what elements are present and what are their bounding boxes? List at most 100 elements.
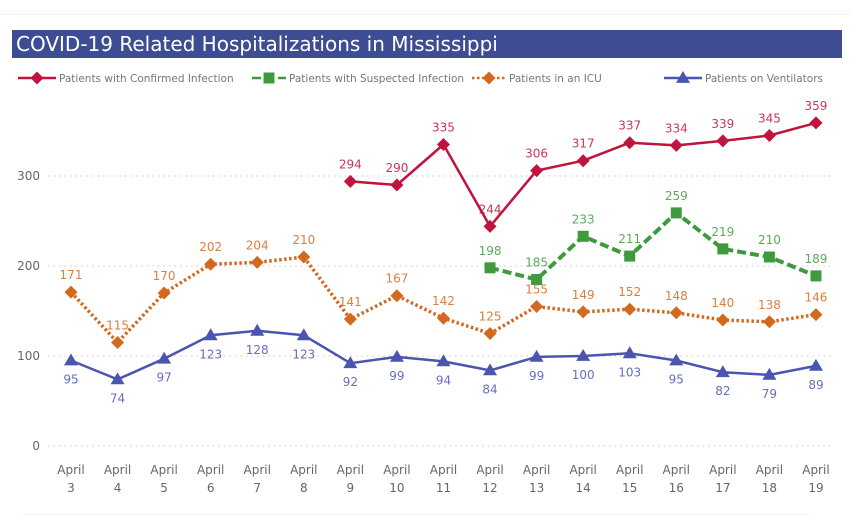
data-point-diamond [297,250,311,264]
data-label: 74 [110,391,125,405]
x-tick-label-day: 5 [160,481,168,495]
chart-title: COVID-19 Related Hospitalizations in Mis… [12,30,842,58]
data-label: 210 [758,233,781,247]
legend: Patients with Confirmed Infection Patient… [18,71,823,85]
data-point-diamond [436,138,450,151]
legend-item-0: Patients with Confirmed Infection [18,71,234,85]
data-label: 219 [711,225,734,239]
x-axis: April 3 April 4 April 5 April 6 April 7 April 8 Apri… [57,463,829,495]
data-point-triangle [622,346,637,359]
data-label: 138 [758,298,781,312]
x-tick-label-month: April [802,463,829,477]
x-tick-label-day: 8 [300,481,308,495]
x-tick-label-day: 16 [669,481,684,495]
x-tick-label-day: 11 [436,481,451,495]
data-point-square [624,250,636,262]
data-point-triangle [529,349,544,362]
data-point-triangle [296,328,311,341]
data-point-diamond [669,306,683,320]
data-point-diamond [530,300,544,313]
x-tick-label-day: 17 [715,481,730,495]
x-tick-label-month: April [430,463,457,477]
data-point-diamond [623,302,637,316]
data-point-diamond [762,315,776,329]
x-tick-label-day: 14 [576,481,591,495]
data-point-diamond [623,136,637,150]
legend-diamond-icon [30,71,44,85]
data-label: 125 [479,310,502,324]
data-point-diamond [716,313,730,327]
x-tick-label-month: April [197,463,224,477]
data-point-diamond [576,154,590,168]
data-label: 79 [762,387,777,401]
y-axis: 0 100 200 300 [17,169,40,453]
data-label: 170 [153,269,176,283]
data-point-diamond [157,286,171,300]
data-label: 95 [669,373,684,387]
data-label: 97 [156,371,171,385]
data-label: 95 [63,373,78,387]
data-label: 152 [618,285,641,299]
x-tick-label-day: 15 [622,481,637,495]
data-point-square [763,251,775,263]
x-tick-label-day: 3 [67,481,75,495]
legend-triangle-icon [676,71,690,83]
data-point-triangle [157,351,172,364]
legend-label: Patients with Confirmed Infection [59,73,234,85]
series-line [489,210,817,282]
x-tick-label-month: April [663,463,690,477]
data-label: 92 [343,375,358,389]
x-tick-label-month: April [523,463,550,477]
data-point-triangle [808,358,823,371]
data-point-triangle [436,354,451,367]
data-point-diamond [530,164,544,178]
data-label: 100 [572,368,595,382]
data-label: 204 [246,238,269,252]
y-tick-label: 200 [17,259,40,273]
data-point-triangle [64,353,78,366]
gridlines [48,175,832,447]
data-label: 294 [339,157,362,171]
data-label: 82 [715,384,730,398]
x-tick-label-day: 10 [389,481,404,495]
data-point-diamond [343,174,357,188]
y-tick-label: 100 [17,349,40,363]
legend-item-3: Patients on Ventilators [664,71,823,85]
x-tick-label-day: 19 [808,481,823,495]
data-point-square [810,270,822,282]
data-point-diamond [390,289,404,303]
data-label: 185 [525,256,548,270]
bottom-divider [20,514,810,515]
data-label: 171 [60,268,83,282]
y-tick-label: 0 [32,439,40,453]
x-tick-label-month: April [104,463,131,477]
data-point-diamond [716,134,730,148]
data-label: 99 [529,369,544,383]
data-point-diamond [390,178,404,192]
data-label: 198 [479,244,502,258]
data-label: 306 [525,147,548,161]
data-label: 337 [618,119,641,133]
data-label: 142 [432,294,455,308]
data-point-diamond [64,285,78,299]
series-3: 95 74 97 123 128 123 92 99 94 84 99 100 103 95 82 79 89 [63,323,824,405]
legend-square-icon [263,72,275,84]
data-label: 167 [385,272,408,286]
legend-item-2: Patients in an ICU [472,71,602,85]
x-tick-label-day: 12 [482,481,497,495]
data-point-square [717,243,729,255]
data-point-triangle [715,365,730,378]
data-label: 210 [292,233,315,247]
data-label: 345 [758,112,781,126]
data-label: 128 [246,343,269,357]
data-label: 149 [572,288,595,302]
data-label: 290 [385,161,408,175]
data-label: 123 [199,347,222,361]
data-label: 99 [389,369,404,383]
top-divider [0,14,850,15]
data-label: 148 [665,289,688,303]
x-tick-label-month: April [244,463,271,477]
data-label: 189 [805,252,828,266]
data-point-triangle [343,356,358,369]
